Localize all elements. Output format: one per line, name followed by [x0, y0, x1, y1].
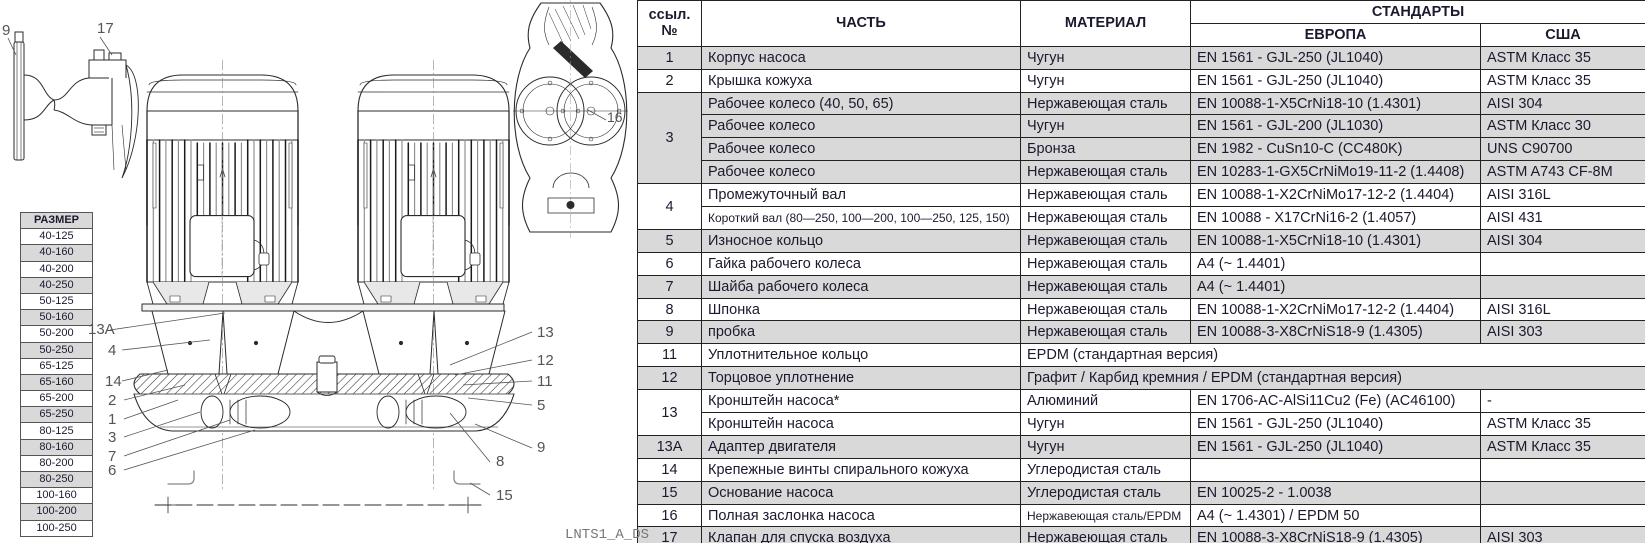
svg-text:13: 13: [537, 324, 554, 341]
svg-text:2: 2: [108, 392, 116, 409]
svg-text:12: 12: [537, 352, 554, 369]
svg-text:5: 5: [537, 397, 545, 414]
svg-text:LNTS1_A_DS: LNTS1_A_DS: [565, 527, 649, 543]
svg-text:3: 3: [108, 429, 116, 446]
svg-text:16: 16: [607, 109, 623, 125]
svg-text:17: 17: [97, 20, 114, 37]
svg-text:13A: 13A: [88, 321, 115, 338]
svg-text:1: 1: [108, 411, 116, 428]
svg-text:9: 9: [2, 22, 10, 39]
svg-text:11: 11: [537, 373, 553, 390]
svg-text:9: 9: [537, 439, 545, 456]
svg-text:4: 4: [108, 342, 116, 359]
svg-text:14: 14: [105, 373, 122, 390]
svg-text:6: 6: [108, 462, 116, 479]
svg-text:8: 8: [496, 453, 504, 470]
svg-text:15: 15: [496, 487, 513, 504]
